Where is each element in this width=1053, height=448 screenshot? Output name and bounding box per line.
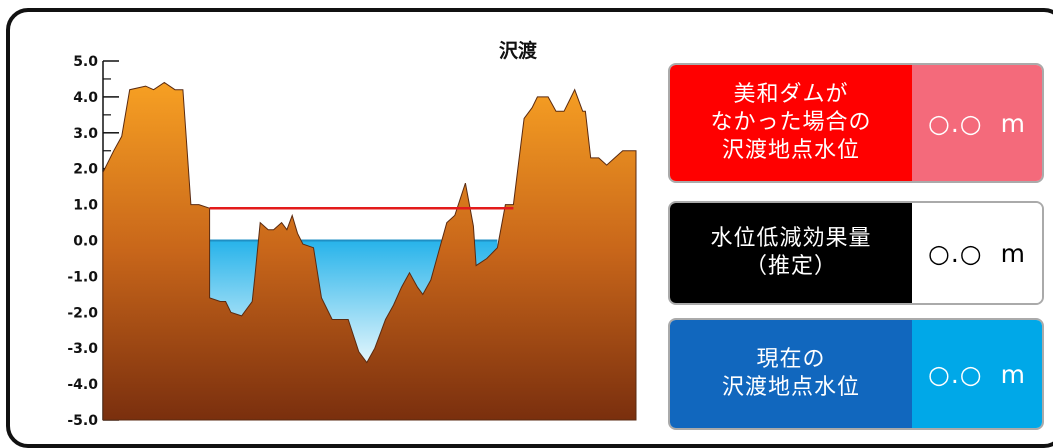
chart-title: 沢渡 — [499, 39, 538, 62]
card-reduction-value-box: ○.○ m — [912, 203, 1042, 303]
y-tick-label: -2.0 — [67, 305, 98, 321]
y-tick-label: 3.0 — [73, 126, 98, 142]
card-no-dam-value: ○.○ — [928, 108, 983, 138]
y-tick-label: -4.0 — [67, 377, 98, 393]
cross-section-panel: 5.0 4.0 3.0 2.0 1.0 0.0 -1.0 -2.0 -3.0 -4.0 -5.0 沢… — [67, 39, 637, 429]
y-tick-label: 2.0 — [73, 162, 98, 178]
y-tick-label: -1.0 — [67, 269, 98, 285]
y-tick-label: -5.0 — [67, 413, 98, 429]
y-tick-label: 5.0 — [73, 54, 98, 70]
card-no-dam-value-box: ○.○ m — [912, 65, 1042, 181]
card-current-value: ○.○ — [928, 359, 983, 389]
y-tick-label: -3.0 — [67, 341, 98, 357]
y-tick-label: 0.0 — [73, 234, 98, 250]
card-current-value-box: ○.○ m — [912, 320, 1042, 428]
card-current-level: 現在の 沢渡地点水位 ○.○ m — [668, 318, 1044, 430]
card-no-dam-level: 美和ダムが なかった場合の 沢渡地点水位 ○.○ m — [668, 63, 1044, 183]
card-current-label: 現在の 沢渡地点水位 — [670, 320, 912, 428]
card-reduction-effect: 水位低減効果量 （推定） ○.○ m — [668, 201, 1044, 305]
y-tick-label: 1.0 — [73, 198, 98, 214]
card-no-dam-label: 美和ダムが なかった場合の 沢渡地点水位 — [670, 65, 912, 181]
card-no-dam-unit: m — [1000, 108, 1026, 138]
card-reduction-value: ○.○ — [928, 238, 983, 268]
card-reduction-unit: m — [1000, 238, 1026, 268]
terrain-area — [102, 81, 637, 421]
card-reduction-label: 水位低減効果量 （推定） — [670, 203, 912, 303]
cross-section-chart: 5.0 4.0 3.0 2.0 1.0 0.0 -1.0 -2.0 -3.0 -4.0 -5.0 沢… — [67, 39, 637, 429]
y-tick-label: 4.0 — [73, 90, 98, 106]
card-current-unit: m — [1000, 359, 1026, 389]
